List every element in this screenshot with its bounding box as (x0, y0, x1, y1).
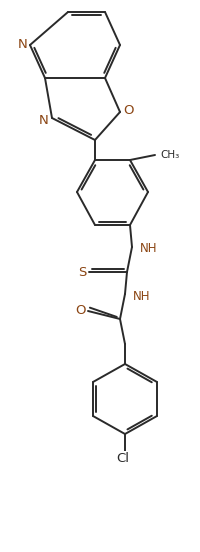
Text: N: N (39, 114, 49, 126)
Text: Cl: Cl (116, 452, 129, 464)
Text: NH: NH (132, 289, 150, 302)
Text: O: O (123, 104, 134, 116)
Text: N: N (18, 39, 28, 51)
Text: NH: NH (139, 242, 157, 256)
Text: CH₃: CH₃ (159, 150, 178, 160)
Text: O: O (75, 305, 86, 317)
Text: S: S (77, 266, 86, 279)
